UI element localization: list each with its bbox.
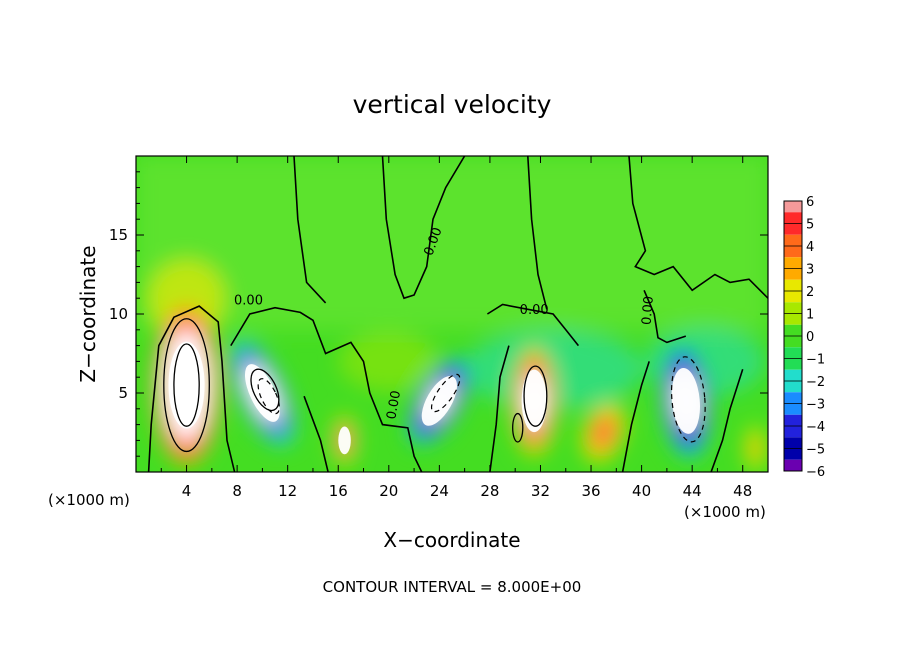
x-tick-label: 36 (581, 482, 600, 500)
colorbar-swatch (784, 201, 802, 213)
x-tick-label: 8 (232, 482, 242, 500)
y-axis-label: Z−coordinate (76, 245, 100, 382)
colorbar-label: −1 (806, 353, 825, 368)
colorbar-label: −4 (806, 420, 825, 435)
x-tick-label: 48 (733, 482, 752, 500)
colorbar-label: −3 (806, 398, 825, 413)
x-tick-label: 28 (480, 482, 499, 500)
y-tick-label: 10 (109, 305, 128, 323)
contour-label: 0.00 (234, 294, 263, 309)
x-unit-left: (×1000 m) (48, 491, 130, 509)
colorbar-label: 5 (806, 218, 814, 233)
x-tick-label: 40 (632, 482, 651, 500)
chart-title: vertical velocity (353, 90, 552, 119)
x-axis: 4 8 12 16 20 24 28 32 36 40 44 48 (160, 156, 752, 500)
colorbar-swatch (784, 459, 802, 471)
colorbar-label: 4 (806, 240, 814, 255)
y-tick-label: 15 (109, 226, 128, 244)
contour-label: 0.00 (520, 303, 549, 318)
x-tick-label: 24 (430, 482, 449, 500)
colorbar-label: 1 (806, 308, 814, 323)
colorbar-label: −6 (806, 465, 825, 480)
x-tick-label: 32 (531, 482, 550, 500)
x-tick-label: 16 (329, 482, 348, 500)
colorbar: 6 5 4 3 2 1 0 −1 −2 −3 −4 −5 −6 (783, 195, 825, 480)
contour-interval-note: CONTOUR INTERVAL = 8.000E+00 (323, 578, 582, 596)
colorbar-label: 6 (806, 195, 814, 210)
colorbar-label: −2 (806, 375, 825, 390)
contour-label: 0.00 (384, 389, 404, 420)
x-tick-label: 44 (683, 482, 702, 500)
colorbar-label: −5 (806, 443, 825, 458)
x-tick-label: 20 (379, 482, 398, 500)
contour-lines (147, 156, 768, 472)
y-axis: 5 10 15 (109, 171, 768, 457)
colorbar-label: 0 (806, 330, 814, 345)
x-axis-label: X−coordinate (383, 528, 520, 552)
contour-label: 0.00 (639, 295, 656, 325)
colorbar-label: 3 (806, 263, 814, 278)
x-tick-label: 12 (278, 482, 297, 500)
x-tick-label: 4 (182, 482, 192, 500)
velocity-field (136, 156, 768, 472)
x-unit-right: (×1000 m) (684, 503, 766, 521)
colorbar-label: 2 (806, 285, 814, 300)
y-tick-label: 5 (118, 384, 128, 402)
